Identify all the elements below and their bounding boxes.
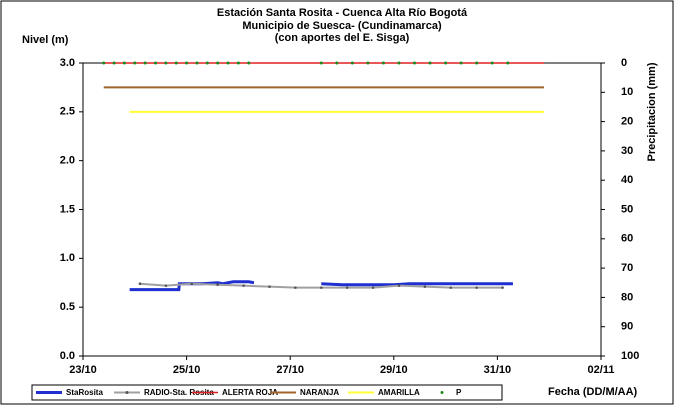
chart-title: Estación Santa Rosita - Cuenca Alta Río …	[217, 7, 468, 19]
y2-tick-label: 70	[621, 262, 633, 274]
x-tick-label: 25/10	[173, 364, 201, 376]
y2-tick-label: 80	[621, 291, 633, 303]
x-tick-label: 27/10	[276, 364, 304, 376]
series-marker	[475, 286, 478, 289]
y2-tick-label: 0	[621, 57, 627, 69]
y-tick-label: 2.0	[60, 155, 75, 167]
series-marker	[174, 61, 178, 65]
y2-tick-label: 50	[621, 203, 633, 215]
x-tick-label: 23/10	[69, 364, 97, 376]
series-marker	[268, 285, 271, 288]
y-axis-label: Nivel (m)	[22, 34, 69, 46]
y-tick-label: 0.5	[60, 301, 75, 313]
y2-tick-label: 20	[621, 116, 633, 128]
x-tick-label: 02/11	[588, 364, 615, 376]
series-marker	[501, 286, 504, 289]
y2-tick-label: 90	[621, 321, 633, 333]
series-marker	[216, 61, 220, 65]
y2-axis-label: Precipitacion (mm)	[646, 62, 658, 161]
legend-label: RADIO-Sta. Rosita	[144, 388, 214, 397]
legend	[31, 384, 503, 401]
series-marker	[190, 282, 194, 286]
legend-label: P	[456, 388, 462, 397]
series-line	[129, 280, 513, 292]
series-marker	[185, 61, 189, 65]
series-marker	[164, 284, 168, 287]
series-marker	[319, 61, 323, 65]
y2-tick-label: 60	[621, 233, 633, 245]
chart-subtitle: Municipio de Suesca- (Cundinamarca)	[242, 20, 442, 32]
y2-tick-label: 30	[621, 145, 633, 157]
series-marker	[242, 284, 245, 287]
series-marker	[294, 286, 297, 289]
series-marker	[216, 283, 219, 287]
legend-label: ALERTA ROJA	[222, 388, 278, 397]
series-marker	[319, 286, 323, 289]
series-marker	[133, 61, 137, 65]
series-marker	[236, 61, 240, 65]
series-marker	[506, 61, 510, 65]
series-marker	[428, 61, 432, 65]
series-marker	[475, 61, 479, 65]
series-marker	[138, 282, 142, 286]
y-tick-label: 1.0	[60, 252, 75, 264]
y2-tick-label: 40	[621, 174, 633, 186]
y-tick-label: 3.0	[60, 57, 75, 69]
series-marker	[490, 61, 494, 65]
series-marker	[154, 61, 158, 65]
x-tick-label: 29/10	[380, 364, 408, 376]
series-marker	[247, 61, 251, 65]
chart-subtitle: (con aportes del E. Sisga)	[275, 32, 410, 44]
x-tick-label: 31/10	[484, 364, 512, 376]
series-marker	[335, 61, 339, 65]
series-marker	[195, 61, 199, 65]
legend-label: NARANJA	[300, 388, 339, 397]
series-marker	[122, 61, 126, 65]
x-axis-label: Fecha (DD/M/AA)	[548, 386, 638, 398]
series-marker	[444, 61, 448, 65]
series-marker	[350, 61, 354, 65]
y2-tick-label: 10	[621, 86, 633, 98]
series-marker	[226, 61, 230, 65]
y-tick-label: 1.5	[60, 203, 75, 215]
series-marker	[143, 61, 147, 65]
series-marker	[371, 286, 375, 289]
series-marker	[413, 61, 417, 65]
series-marker	[366, 61, 370, 65]
series-marker	[397, 284, 401, 287]
legend-swatch	[125, 391, 129, 394]
y-tick-label: 0.0	[60, 350, 75, 362]
series-marker	[164, 61, 168, 65]
series-marker	[381, 61, 385, 65]
legend-label: AMARILLA	[378, 388, 420, 397]
series-marker	[345, 286, 349, 289]
series-marker	[459, 61, 463, 65]
series-marker	[423, 285, 427, 288]
series-marker	[449, 286, 453, 289]
legend-label: StaRosita	[66, 388, 103, 397]
legend-swatch	[440, 391, 444, 394]
y2-tick-label: 100	[621, 350, 639, 362]
series-marker	[397, 61, 401, 65]
series-marker	[112, 61, 116, 65]
series-marker	[205, 61, 209, 65]
y-tick-label: 2.5	[60, 106, 75, 118]
series-marker	[102, 61, 106, 65]
